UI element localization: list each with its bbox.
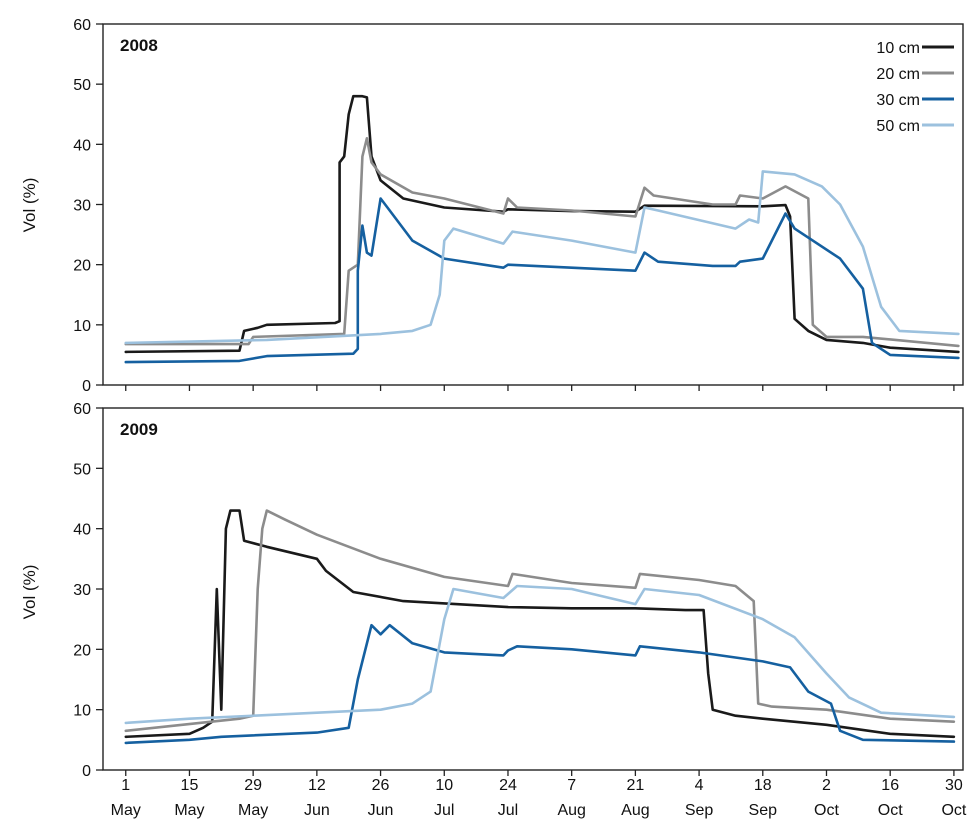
x-tick-month: May — [111, 802, 141, 819]
series-50cm-line — [124, 584, 956, 725]
x-tick-day: 21 — [626, 777, 644, 794]
legend-label: 20 cm — [876, 66, 920, 83]
x-axis-ticks: 1May15May29May12Jun26Jun10Jul24Jul7Aug21… — [111, 777, 967, 819]
x-tick-day: 2 — [822, 777, 831, 794]
y-axis-label-2009: Vol (%) — [20, 565, 39, 620]
x-tick-day: 30 — [945, 777, 963, 794]
plot-frame-2008 — [102, 23, 964, 386]
x-tick-day: 12 — [308, 777, 326, 794]
y-ticks-2008: 0 10 20 30 40 50 60 — [73, 17, 955, 395]
x-tick-month: Aug — [621, 802, 649, 819]
x-tick-month: Aug — [557, 802, 585, 819]
y-tick-label: 60 — [73, 401, 91, 418]
series-lines-2009 — [124, 509, 956, 745]
x-tick-day: 7 — [567, 777, 576, 794]
panel-2009: 0 10 20 30 40 50 60 2009 — [73, 401, 964, 780]
x-tick-month: May — [238, 802, 268, 819]
y-tick-label: 40 — [73, 137, 91, 154]
series-10cm-line — [124, 509, 956, 739]
legend-label: 10 cm — [876, 40, 920, 57]
series-10cm-line — [124, 94, 960, 354]
series-20cm-line — [124, 509, 956, 733]
y-tick-label: 0 — [82, 378, 91, 395]
x-tick-day: 15 — [181, 777, 199, 794]
y-tick-label: 40 — [73, 522, 91, 539]
legend-label: 50 cm — [876, 118, 920, 135]
y-tick-label: 10 — [73, 318, 91, 335]
series-30cm-line — [124, 197, 960, 364]
x-tick-day: 29 — [244, 777, 262, 794]
x-tick-month: Jul — [434, 802, 454, 819]
y-tick-label: 30 — [73, 582, 91, 599]
y-tick-label: 20 — [73, 642, 91, 659]
y-ticks-2009: 0 10 20 30 40 50 60 — [73, 401, 955, 780]
panel-title-2009: 2009 — [120, 420, 158, 439]
x-tick-day: 4 — [695, 777, 704, 794]
panel-title-2008: 2008 — [120, 36, 158, 55]
x-tick-day: 10 — [435, 777, 453, 794]
x-tick-month: Jun — [368, 802, 394, 819]
y-tick-label: 50 — [73, 461, 91, 478]
y-tick-label: 0 — [82, 763, 91, 780]
panel-2008: 0 10 20 30 40 50 60 2008 10 cm 20 cm 30 cm 50 cm — [73, 17, 964, 395]
x-tick-month: Sep — [749, 802, 778, 819]
x-tick-day: 1 — [121, 777, 130, 794]
x-tick-day: 18 — [754, 777, 772, 794]
x-tick-month: Sep — [685, 802, 714, 819]
legend: 10 cm 20 cm 30 cm 50 cm — [876, 40, 954, 135]
x-tick-day: 16 — [881, 777, 899, 794]
x-tick-month: May — [174, 802, 204, 819]
x-tick-month: Oct — [941, 802, 966, 819]
x-tick-day: 26 — [372, 777, 390, 794]
y-tick-label: 50 — [73, 77, 91, 94]
x-tick-month: Jun — [304, 802, 330, 819]
x-tick-day: 24 — [499, 777, 517, 794]
series-30cm-line — [124, 623, 956, 745]
y-tick-label: 30 — [73, 198, 91, 215]
series-20cm-line — [124, 137, 960, 348]
x-tick-month: Oct — [878, 802, 903, 819]
y-axis-label-2008: Vol (%) — [20, 178, 39, 233]
x-tick-month: Oct — [814, 802, 839, 819]
series-50cm-line — [124, 170, 960, 345]
y-tick-label: 10 — [73, 703, 91, 720]
series-lines-2008 — [124, 94, 960, 364]
x-tick-month: Jul — [498, 802, 518, 819]
y-tick-label: 60 — [73, 17, 91, 34]
legend-label: 30 cm — [876, 92, 920, 109]
y-tick-label: 20 — [73, 258, 91, 275]
